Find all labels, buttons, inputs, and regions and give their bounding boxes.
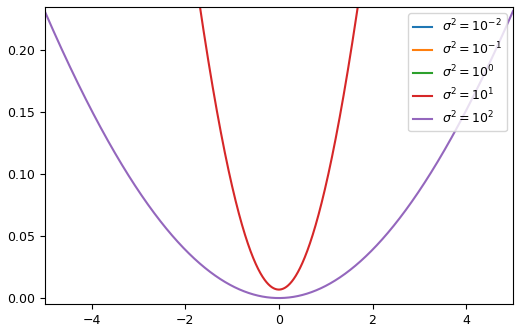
$\sigma^2=10^{1}$ — [269, 286, 276, 290]
$\sigma^2=10^{2}$ — [66, 62, 72, 66]
$\sigma^2=10^{2}$ — [269, 296, 276, 300]
$\sigma^2=10^{2}$ — [257, 294, 263, 298]
$\sigma^2=10^{2}$ — [497, 39, 503, 43]
$\sigma^2=10^{1}$ — [257, 271, 263, 275]
$\sigma^2=10^{2}$ — [497, 40, 503, 44]
$\sigma^2=10^{2}$ — [510, 9, 516, 13]
$\sigma^2=10^{1}$ — [276, 288, 282, 292]
Legend: $\sigma^2=10^{-2}$, $\sigma^2=10^{-1}$, $\sigma^2=10^{0}$, $\sigma^2=10^{1}$, $\: $\sigma^2=10^{-2}$, $\sigma^2=10^{-1}$, … — [408, 13, 507, 131]
$\sigma^2=10^{2}$ — [411, 197, 417, 201]
$\sigma^2=10^{2}$ — [42, 9, 48, 13]
Line: $\sigma^2=10^{1}$: $\sigma^2=10^{1}$ — [45, 0, 513, 290]
Line: $\sigma^2=10^{2}$: $\sigma^2=10^{2}$ — [45, 11, 513, 298]
$\sigma^2=10^{2}$ — [276, 296, 282, 300]
